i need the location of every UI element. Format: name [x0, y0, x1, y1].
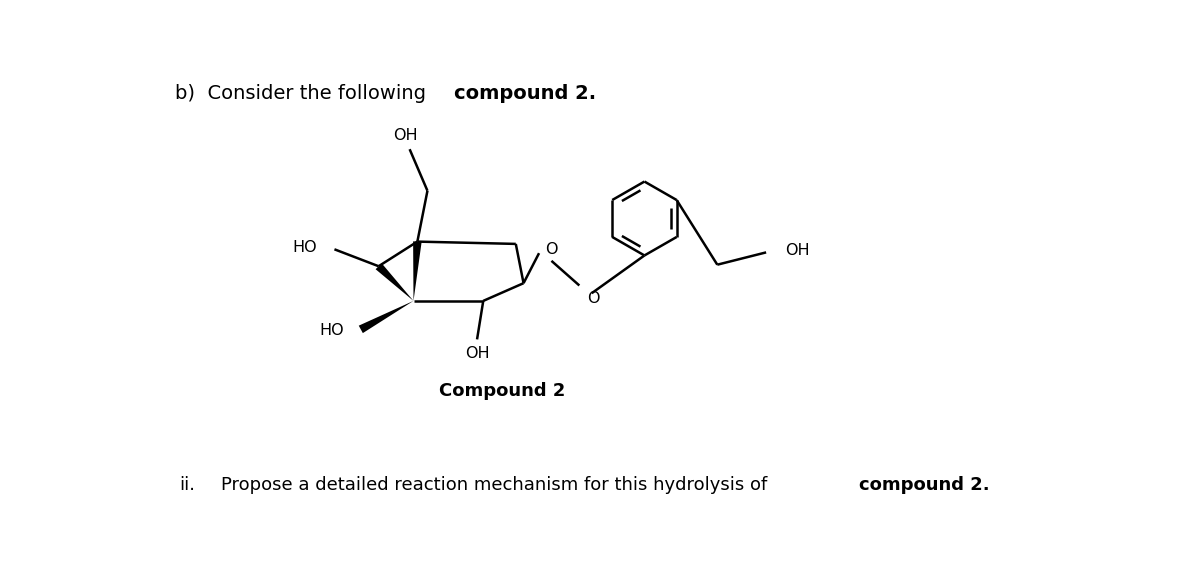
Text: ii.: ii. — [180, 476, 196, 494]
Text: b)  Consider the following: b) Consider the following — [175, 84, 432, 103]
Text: compound 2.: compound 2. — [859, 476, 990, 494]
Text: OH: OH — [394, 128, 418, 143]
Text: O: O — [587, 291, 600, 306]
Text: O: O — [545, 242, 558, 257]
Text: Propose a detailed reaction mechanism for this hydrolysis of: Propose a detailed reaction mechanism fo… — [221, 476, 773, 494]
Text: Compound 2: Compound 2 — [439, 382, 566, 400]
Polygon shape — [413, 241, 421, 301]
Text: HO: HO — [293, 240, 317, 255]
Text: compound 2.: compound 2. — [454, 84, 596, 103]
Polygon shape — [359, 301, 414, 333]
Text: OH: OH — [786, 243, 810, 259]
Polygon shape — [376, 263, 414, 301]
Text: OH: OH — [464, 346, 490, 361]
Text: HO: HO — [319, 323, 343, 339]
